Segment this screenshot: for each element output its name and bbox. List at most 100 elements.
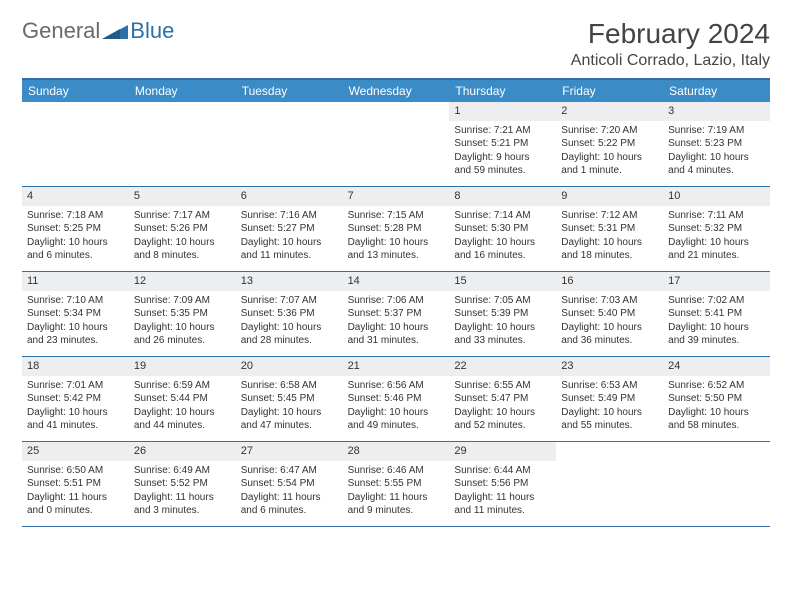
sunrise-text: Sunrise: 7:18 AM [27,209,124,223]
sunrise-text: Sunrise: 7:17 AM [134,209,231,223]
sunset-text: Sunset: 5:37 PM [348,307,445,321]
daylight-text: and 21 minutes. [668,249,765,263]
daylight-text: Daylight: 10 hours [27,406,124,420]
sunrise-text: Sunrise: 6:49 AM [134,464,231,478]
daylight-text: and 49 minutes. [348,419,445,433]
day-number: 16 [556,272,663,291]
logo: General Blue [22,18,174,44]
sunrise-text: Sunrise: 7:10 AM [27,294,124,308]
day-number: 29 [449,442,556,461]
sunset-text: Sunset: 5:49 PM [561,392,658,406]
day-cell: 8Sunrise: 7:14 AMSunset: 5:30 PMDaylight… [449,187,556,271]
daylight-text: and 55 minutes. [561,419,658,433]
sunrise-text: Sunrise: 7:14 AM [454,209,551,223]
day-cell: 13Sunrise: 7:07 AMSunset: 5:36 PMDayligh… [236,272,343,356]
day-cell: 17Sunrise: 7:02 AMSunset: 5:41 PMDayligh… [663,272,770,356]
daylight-text: and 47 minutes. [241,419,338,433]
day-cell: 26Sunrise: 6:49 AMSunset: 5:52 PMDayligh… [129,442,236,526]
logo-triangle-icon [102,22,128,40]
daylight-text: Daylight: 10 hours [561,406,658,420]
day-cell: 11Sunrise: 7:10 AMSunset: 5:34 PMDayligh… [22,272,129,356]
week-row: 11Sunrise: 7:10 AMSunset: 5:34 PMDayligh… [22,272,770,357]
empty-cell [22,102,129,186]
location: Anticoli Corrado, Lazio, Italy [571,52,770,70]
day-header-row: Sunday Monday Tuesday Wednesday Thursday… [22,80,770,102]
month-title: February 2024 [571,18,770,50]
daylight-text: Daylight: 10 hours [241,321,338,335]
day-number: 22 [449,357,556,376]
day-cell: 14 Sunrise: 7:06 AMSunset: 5:37 PMDayligh… [343,272,450,356]
sunrise-text: Sunrise: 6:53 AM [561,379,658,393]
daylight-text: Daylight: 10 hours [668,321,765,335]
daylight-text: and 11 minutes. [454,504,551,518]
daylight-text: and 16 minutes. [454,249,551,263]
daylight-text: Daylight: 10 hours [241,406,338,420]
daylight-text: Daylight: 10 hours [134,321,231,335]
sunset-text: Sunset: 5:39 PM [454,307,551,321]
sunset-text: Sunset: 5:40 PM [561,307,658,321]
sunrise-text: Sunrise: 6:44 AM [454,464,551,478]
day-number: 20 [236,357,343,376]
week-row: 18Sunrise: 7:01 AMSunset: 5:42 PMDayligh… [22,357,770,442]
week-row: 1Sunrise: 7:21 AMSunset: 5:21 PMDaylight… [22,102,770,187]
empty-cell [556,442,663,526]
day-cell: 16Sunrise: 7:03 AMSunset: 5:40 PMDayligh… [556,272,663,356]
sunrise-text: Sunrise: 7:05 AM [454,294,551,308]
daylight-text: and 3 minutes. [134,504,231,518]
day-header: Friday [556,80,663,102]
sunrise-text: Sunrise: 7:21 AM [454,124,551,138]
day-cell: 23Sunrise: 6:53 AMSunset: 5:49 PMDayligh… [556,357,663,441]
daylight-text: Daylight: 10 hours [348,321,445,335]
empty-cell [129,102,236,186]
day-cell: 1Sunrise: 7:21 AMSunset: 5:21 PMDaylight… [449,102,556,186]
sunrise-text: Sunrise: 7:15 AM [348,209,445,223]
sunrise-text: Sunrise: 7:19 AM [668,124,765,138]
day-cell: 18Sunrise: 7:01 AMSunset: 5:42 PMDayligh… [22,357,129,441]
daylight-text: and 0 minutes. [27,504,124,518]
empty-cell [236,102,343,186]
day-cell: 10Sunrise: 7:11 AMSunset: 5:32 PMDayligh… [663,187,770,271]
daylight-text: and 26 minutes. [134,334,231,348]
week-row: 25Sunrise: 6:50 AMSunset: 5:51 PMDayligh… [22,442,770,527]
day-number: 10 [663,187,770,206]
day-number: 12 [129,272,236,291]
empty-cell [663,442,770,526]
daylight-text: and 31 minutes. [348,334,445,348]
daylight-text: and 28 minutes. [241,334,338,348]
day-number: 4 [22,187,129,206]
sunrise-text: Sunrise: 7:06 AM [348,294,445,308]
sunrise-text: Sunrise: 7:02 AM [668,294,765,308]
sunset-text: Sunset: 5:45 PM [241,392,338,406]
sunset-text: Sunset: 5:47 PM [454,392,551,406]
day-cell: 2Sunrise: 7:20 AMSunset: 5:22 PMDaylight… [556,102,663,186]
day-number: 5 [129,187,236,206]
sunrise-text: Sunrise: 7:09 AM [134,294,231,308]
daylight-text: and 13 minutes. [348,249,445,263]
sunset-text: Sunset: 5:31 PM [561,222,658,236]
day-header: Wednesday [343,80,450,102]
daylight-text: and 4 minutes. [668,164,765,178]
logo-text-blue: Blue [130,18,174,44]
sunrise-text: Sunrise: 7:16 AM [241,209,338,223]
sunset-text: Sunset: 5:26 PM [134,222,231,236]
daylight-text: and 33 minutes. [454,334,551,348]
day-cell: 25Sunrise: 6:50 AMSunset: 5:51 PMDayligh… [22,442,129,526]
daylight-text: and 36 minutes. [561,334,658,348]
day-number: 2 [556,102,663,121]
sunset-text: Sunset: 5:41 PM [668,307,765,321]
sunrise-text: Sunrise: 6:59 AM [134,379,231,393]
daylight-text: and 23 minutes. [27,334,124,348]
daylight-text: Daylight: 10 hours [454,406,551,420]
daylight-text: and 39 minutes. [668,334,765,348]
daylight-text: and 58 minutes. [668,419,765,433]
day-number: 3 [663,102,770,121]
daylight-text: Daylight: 10 hours [561,151,658,165]
day-number: 25 [22,442,129,461]
day-number: 26 [129,442,236,461]
sunrise-text: Sunrise: 6:50 AM [27,464,124,478]
sunrise-text: Sunrise: 6:58 AM [241,379,338,393]
daylight-text: Daylight: 10 hours [27,321,124,335]
sunset-text: Sunset: 5:27 PM [241,222,338,236]
day-number: 14 [343,272,450,291]
sunset-text: Sunset: 5:21 PM [454,137,551,151]
